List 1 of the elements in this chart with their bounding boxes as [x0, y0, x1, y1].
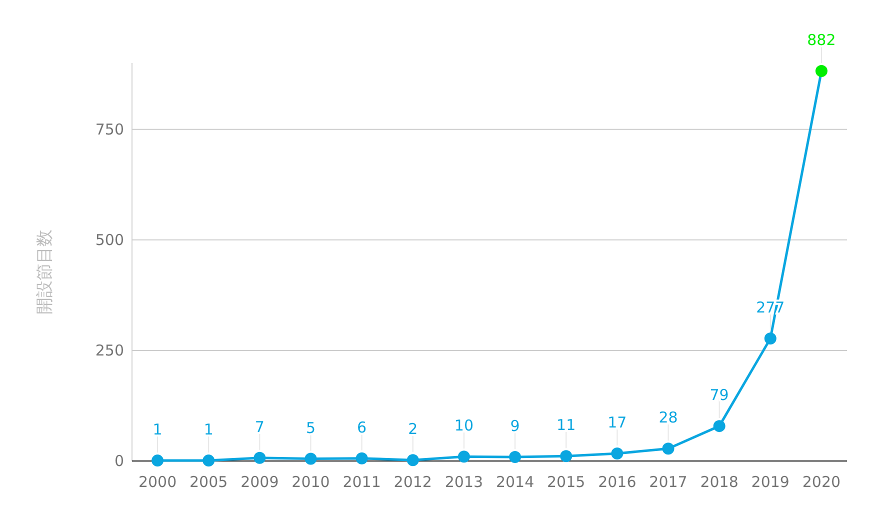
ylabel: 開設節目数 [35, 230, 55, 314]
